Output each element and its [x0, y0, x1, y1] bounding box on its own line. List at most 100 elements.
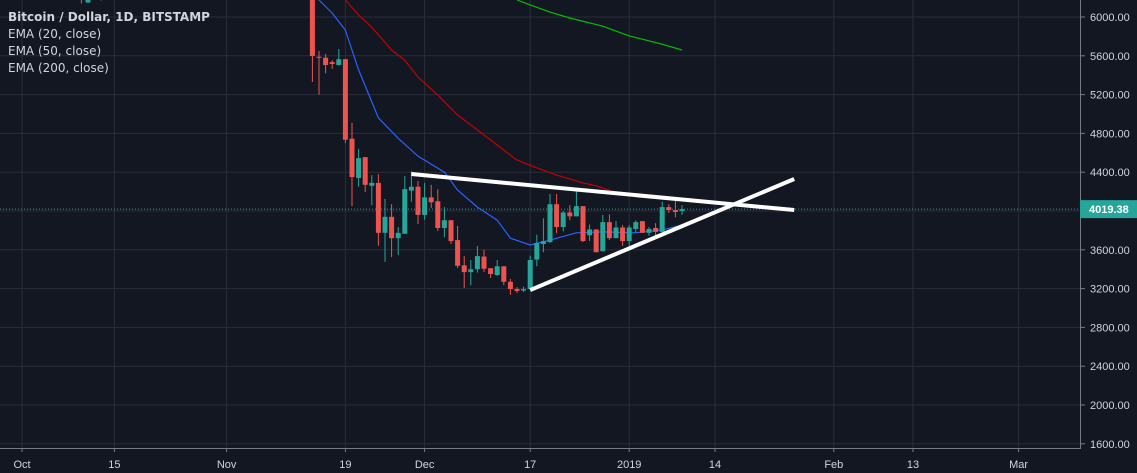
candle-body [639, 221, 645, 233]
time-tick-label: 17 [524, 459, 536, 471]
candle [415, 180, 421, 225]
candle [336, 49, 342, 66]
candle [666, 204, 672, 213]
candle [593, 229, 599, 253]
candle [85, 0, 91, 4]
candle-body [501, 266, 507, 282]
candle-body [389, 216, 395, 239]
candle-body [534, 243, 540, 260]
candle [474, 245, 480, 273]
time-tick-label: Feb [824, 459, 843, 471]
candle [349, 122, 355, 207]
last-price-badge [1080, 200, 1137, 219]
candle [80, 0, 82, 4]
price-axis[interactable]: 6000.00 5600.00 5200.00 4800.00 4400.00 3600.… [1080, 0, 1137, 451]
time-axis[interactable]: Oct 15 Nov 19 Dec 17 2019 14 Feb 13 Mar [0, 448, 1081, 471]
candle-body [560, 212, 566, 228]
candle [316, 50, 322, 95]
candle-body [309, 0, 315, 56]
candle-body [620, 227, 626, 242]
candle [455, 226, 461, 269]
drawings[interactable] [411, 172, 795, 292]
candle [435, 189, 441, 231]
candle [580, 206, 586, 243]
candle [329, 60, 335, 69]
time-tick-label: 2019 [617, 459, 641, 471]
candle-body [567, 212, 573, 217]
ema20-label[interactable]: EMA (20, close) [8, 27, 102, 41]
candle-body [507, 281, 513, 290]
candle-body [527, 259, 533, 290]
candle-body [369, 182, 375, 186]
candle [554, 194, 560, 234]
candle [389, 204, 395, 258]
candle [375, 174, 381, 246]
candle-body [606, 222, 612, 239]
candle [659, 201, 665, 232]
candle-body [428, 197, 434, 203]
time-tick-label: 13 [907, 459, 919, 471]
price-tick-label: 2000.00 [1090, 400, 1130, 412]
candle-body [626, 227, 632, 242]
candle-body [342, 59, 348, 140]
candle [408, 171, 414, 202]
candle-body [646, 228, 652, 233]
candles [0, 0, 1080, 295]
candle [507, 278, 513, 295]
candle-body [540, 241, 546, 244]
candle [560, 211, 566, 232]
time-tick-label: Dec [415, 459, 435, 471]
candle [369, 175, 375, 206]
ema50-label[interactable]: EMA (50, close) [8, 44, 102, 58]
candle [547, 194, 553, 244]
candle [679, 205, 685, 215]
candle [653, 223, 659, 236]
candle-body [356, 158, 362, 179]
last-price-label: 4019.38 [1089, 204, 1129, 216]
candle-body [402, 189, 408, 234]
price-tick-label: 1600.00 [1090, 439, 1130, 451]
candle [606, 214, 612, 241]
candle [441, 207, 447, 238]
candle [587, 224, 593, 242]
price-tick-label: 2400.00 [1090, 361, 1130, 373]
price-tick-label: 6000.00 [1090, 12, 1130, 24]
time-tick-label: 19 [339, 459, 351, 471]
candle [323, 53, 329, 74]
candle [481, 249, 487, 273]
candle [342, 58, 348, 144]
candle [639, 221, 645, 233]
candle-body [547, 204, 553, 243]
candle [428, 184, 434, 209]
time-tick-label: Oct [13, 459, 30, 471]
candle-body [395, 232, 401, 239]
price-tick-label: 4400.00 [1090, 167, 1130, 179]
candle-body [468, 269, 474, 273]
grid [0, 0, 1080, 448]
candle-body [580, 206, 586, 242]
candle-body [600, 222, 606, 252]
candle-body [349, 138, 355, 178]
candle [540, 218, 546, 253]
candle-body [659, 207, 665, 232]
candle-body [323, 57, 329, 66]
candle-body [514, 289, 520, 292]
candle-body [679, 209, 685, 211]
candle-body [362, 157, 368, 185]
legend: Bitcoin / Dollar, 1D, BITSTAMP EMA (20, … [8, 9, 210, 77]
price-tick-label: 5600.00 [1090, 51, 1130, 63]
candle-body [316, 56, 322, 58]
candle-body [488, 268, 494, 275]
candle-body [415, 186, 421, 215]
candle-body [375, 182, 381, 233]
symbol-title[interactable]: Bitcoin / Dollar, 1D, BITSTAMP [8, 10, 210, 24]
time-tick-label: Mar [1009, 459, 1028, 471]
candle [613, 221, 619, 239]
price-tick-label: 4800.00 [1090, 128, 1130, 140]
candle [448, 220, 454, 244]
ema200-label[interactable]: EMA (200, close) [8, 61, 109, 75]
candle-body [474, 256, 480, 270]
candle-body [382, 216, 388, 233]
lower-trendline[interactable] [529, 177, 795, 292]
